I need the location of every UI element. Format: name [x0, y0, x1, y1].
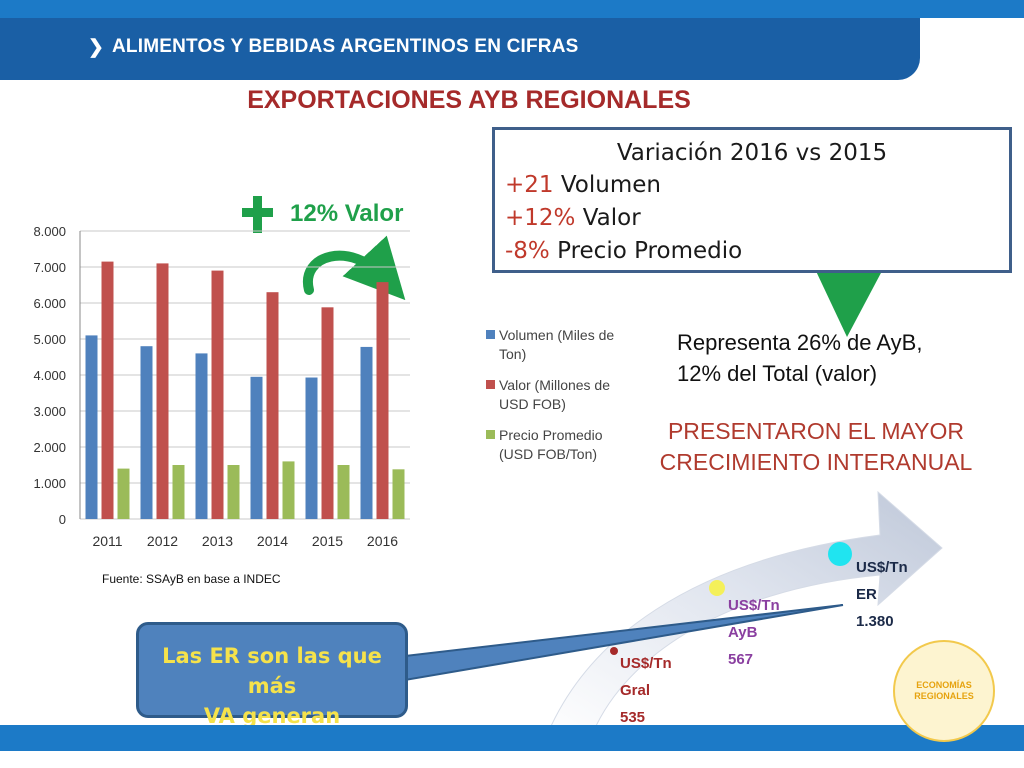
presented-line-1: PRESENTARON EL MAYOR: [667, 418, 965, 444]
variation-value: +12% Valor: [505, 205, 641, 231]
variation-value-text: Valor: [582, 205, 641, 231]
step-er-value: 1.380: [856, 613, 894, 630]
bar-precio: [282, 461, 295, 519]
represents-line-2: 12% del Total (valor): [677, 361, 878, 386]
chart-bars: [85, 261, 405, 519]
step-gral-name: Gral: [620, 682, 651, 699]
bar-volumen: [85, 335, 98, 519]
bar-valor: [211, 270, 224, 519]
represents-text: Representa 26% de AyB, 12% del Total (va…: [677, 327, 922, 389]
y-tick-label: 6.000: [33, 296, 66, 311]
x-tick-label: 2014: [257, 533, 288, 549]
represents-line-1: Representa 26% de AyB,: [677, 330, 923, 355]
er-callout-text: Las ER son las que más VA generan: [139, 641, 405, 731]
legend-label: Ton): [499, 346, 526, 362]
variation-title: Variación 2016 vs 2015: [616, 140, 888, 166]
header-title: ALIMENTOS Y BEBIDAS ARGENTINOS EN CIFRAS: [112, 36, 579, 57]
variation-volume-num: +21: [505, 172, 554, 198]
value-growth-label: 12% Valor: [290, 200, 404, 227]
step-ayb-label: US$/Tn: [728, 597, 780, 614]
y-tick-label: 7.000: [33, 260, 66, 275]
source-note: Fuente: SSAyB en base a INDEC: [102, 572, 281, 586]
variation-volume-text: Volumen: [553, 172, 661, 198]
step-ayb: US$/Tn AyB 567: [728, 592, 780, 673]
variation-value-num: +12%: [505, 205, 583, 231]
x-tick-label: 2013: [202, 533, 233, 549]
y-tick-label: 1.000: [33, 476, 66, 491]
legend-label: Valor (Millones de: [499, 377, 610, 393]
x-tick-label: 2016: [367, 533, 398, 549]
bar-volumen: [360, 346, 373, 519]
chart-y-axis: 0 1.000 2.000 3.000 4.000 5.000 6.000 7.000 8.00…: [33, 224, 66, 527]
step-er-label: US$/Tn: [856, 559, 908, 576]
variation-price: -8% Precio Promedio: [505, 238, 742, 264]
step-dot-gral: [610, 647, 618, 655]
variation-price-num: -8%: [505, 238, 550, 264]
step-dot-ayb: [709, 580, 725, 596]
economias-regionales-logo: ECONOMÍAS REGIONALES: [893, 640, 995, 742]
step-er-name: ER: [856, 586, 877, 603]
bar-precio: [172, 465, 185, 519]
step-ayb-name: AyB: [728, 624, 758, 641]
y-tick-label: 8.000: [33, 224, 66, 239]
bar-valor: [156, 263, 169, 519]
bar-valor: [321, 307, 334, 519]
chart-x-axis: 2011 2012 2013 2014 2015 2016: [92, 533, 398, 549]
y-tick-label: 5.000: [33, 332, 66, 347]
bar-volumen: [195, 353, 208, 519]
step-dot-er: [828, 542, 852, 566]
legend-label: Precio Promedio: [499, 427, 603, 443]
chevron-right-icon: ❯: [88, 37, 104, 58]
plus-icon: [242, 196, 273, 233]
y-tick-label: 0: [59, 512, 66, 527]
bottom-stripe: [0, 725, 1024, 751]
step-gral: US$/Tn Gral 535: [620, 650, 672, 731]
logo-text: ECONOMÍAS REGIONALES: [895, 680, 993, 702]
er-callout: Las ER son las que más VA generan: [136, 622, 408, 728]
bar-valor: [266, 292, 279, 519]
step-gral-value: 535: [620, 709, 646, 726]
top-stripe: [0, 0, 1024, 18]
variation-box: Variación 2016 vs 2015 +21 Volumen +12% …: [492, 127, 1012, 273]
legend-swatch: [486, 430, 495, 439]
variation-price-text: Precio Promedio: [549, 238, 743, 264]
bar-volumen: [250, 376, 263, 519]
presented-text: PRESENTARON EL MAYOR CRECIMIENTO INTERAN…: [630, 416, 1002, 478]
presented-line-2: CRECIMIENTO INTERANUAL: [659, 449, 973, 475]
step-ayb-value: 567: [728, 651, 754, 668]
legend-label: USD FOB): [499, 396, 566, 412]
chart-gridlines: [79, 230, 410, 520]
bar-valor: [376, 282, 389, 519]
legend-swatch: [486, 330, 495, 339]
bar-precio: [337, 465, 350, 519]
step-gral-label: US$/Tn: [620, 655, 672, 672]
bar-valor: [101, 261, 114, 519]
y-tick-label: 4.000: [33, 368, 66, 383]
er-callout-line-1: Las ER son las que más: [162, 644, 382, 698]
x-tick-label: 2012: [147, 533, 178, 549]
chart-legend: Volumen (Miles de Ton) Valor (Millones de U…: [486, 327, 614, 462]
variation-volume: +21 Volumen: [505, 172, 661, 198]
small-curved-arrow: [302, 235, 406, 301]
y-tick-label: 2.000: [33, 440, 66, 455]
slide-title: EXPORTACIONES AYB REGIONALES: [247, 86, 691, 114]
logo-line-2: REGIONALES: [914, 691, 974, 701]
header-band: [0, 18, 920, 80]
bar-precio: [227, 465, 240, 519]
legend-swatch: [486, 380, 495, 389]
er-callout-line-2: VA generan: [203, 704, 341, 728]
x-tick-label: 2011: [92, 533, 122, 549]
logo-line-1: ECONOMÍAS: [916, 680, 972, 690]
legend-label: Volumen (Miles de: [499, 327, 614, 343]
bar-precio: [117, 468, 130, 519]
y-tick-label: 3.000: [33, 404, 66, 419]
x-tick-label: 2015: [312, 533, 343, 549]
bar-volumen: [140, 346, 153, 519]
bar-volumen: [305, 377, 318, 519]
legend-label: (USD FOB/Ton): [499, 446, 597, 462]
step-er: US$/Tn ER 1.380: [856, 554, 908, 635]
bar-precio: [392, 469, 405, 519]
